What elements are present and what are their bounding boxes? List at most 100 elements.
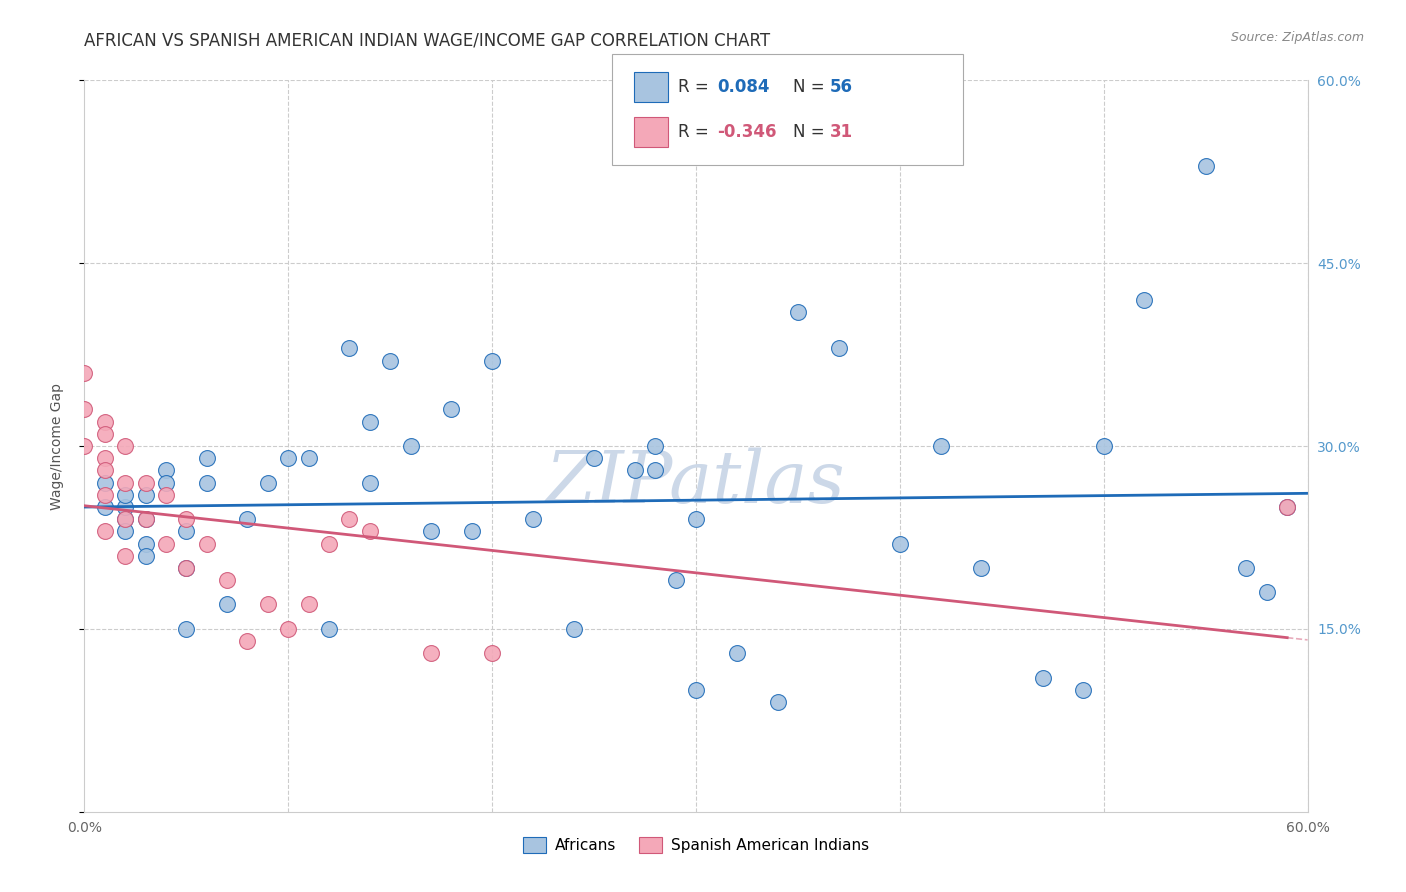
Point	[481, 646, 503, 660]
Point	[1032, 671, 1054, 685]
Point	[461, 524, 484, 539]
Point	[1236, 561, 1258, 575]
Point	[217, 573, 239, 587]
Point	[114, 475, 136, 490]
Point	[1073, 682, 1095, 697]
Point	[93, 500, 115, 514]
Point	[135, 536, 157, 550]
Text: N =: N =	[793, 78, 830, 95]
Point	[929, 439, 952, 453]
Point	[1195, 159, 1218, 173]
Point	[73, 402, 96, 417]
Text: -0.346: -0.346	[717, 123, 776, 141]
Point	[93, 426, 115, 441]
Point	[174, 561, 197, 575]
Point	[73, 366, 96, 380]
Point	[359, 475, 381, 490]
Point	[217, 598, 239, 612]
Point	[257, 598, 280, 612]
Point	[644, 439, 666, 453]
Point	[889, 536, 911, 550]
Point	[685, 682, 707, 697]
Text: 0.084: 0.084	[717, 78, 769, 95]
Point	[114, 500, 136, 514]
Text: 56: 56	[830, 78, 852, 95]
Point	[135, 549, 157, 563]
Point	[93, 415, 115, 429]
Point	[236, 512, 259, 526]
Point	[73, 439, 96, 453]
Point	[114, 439, 136, 453]
Point	[174, 561, 197, 575]
Legend: Africans, Spanish American Indians: Africans, Spanish American Indians	[516, 830, 876, 859]
Point	[380, 353, 402, 368]
Point	[236, 634, 259, 648]
Point	[277, 451, 299, 466]
Point	[725, 646, 748, 660]
Point	[339, 342, 361, 356]
Point	[114, 512, 136, 526]
Point	[1133, 293, 1156, 307]
Point	[195, 475, 218, 490]
Point	[114, 488, 136, 502]
Point	[1092, 439, 1115, 453]
Point	[155, 475, 177, 490]
Point	[685, 512, 707, 526]
Point	[93, 463, 115, 477]
Point	[174, 524, 197, 539]
Text: ZIPatlas: ZIPatlas	[546, 447, 846, 518]
Point	[644, 463, 666, 477]
Point	[93, 488, 115, 502]
Point	[195, 451, 218, 466]
Point	[114, 512, 136, 526]
Point	[522, 512, 544, 526]
Point	[174, 512, 197, 526]
Point	[1277, 500, 1299, 514]
Point	[155, 536, 177, 550]
Point	[93, 475, 115, 490]
Y-axis label: Wage/Income Gap: Wage/Income Gap	[49, 383, 63, 509]
Point	[93, 524, 115, 539]
Text: AFRICAN VS SPANISH AMERICAN INDIAN WAGE/INCOME GAP CORRELATION CHART: AFRICAN VS SPANISH AMERICAN INDIAN WAGE/…	[84, 31, 770, 49]
Point	[277, 622, 299, 636]
Point	[135, 488, 157, 502]
Point	[665, 573, 688, 587]
Point	[135, 475, 157, 490]
Point	[174, 622, 197, 636]
Point	[766, 695, 789, 709]
Text: 31: 31	[830, 123, 852, 141]
Point	[562, 622, 585, 636]
Text: R =: R =	[678, 78, 714, 95]
Point	[114, 549, 136, 563]
Point	[359, 524, 381, 539]
Point	[359, 415, 381, 429]
Point	[440, 402, 463, 417]
Point	[339, 512, 361, 526]
Point	[970, 561, 993, 575]
Point	[1256, 585, 1278, 599]
Text: Source: ZipAtlas.com: Source: ZipAtlas.com	[1230, 31, 1364, 45]
Point	[114, 524, 136, 539]
Point	[481, 353, 503, 368]
Point	[318, 536, 340, 550]
Point	[1277, 500, 1299, 514]
Point	[624, 463, 647, 477]
Point	[420, 524, 443, 539]
Point	[135, 512, 157, 526]
Point	[135, 512, 157, 526]
Point	[787, 305, 810, 319]
Point	[828, 342, 851, 356]
Point	[298, 451, 321, 466]
Point	[399, 439, 422, 453]
Point	[195, 536, 218, 550]
Text: R =: R =	[678, 123, 714, 141]
Point	[257, 475, 280, 490]
Text: N =: N =	[793, 123, 830, 141]
Point	[298, 598, 321, 612]
Point	[583, 451, 606, 466]
Point	[93, 451, 115, 466]
Point	[420, 646, 443, 660]
Point	[155, 488, 177, 502]
Point	[155, 463, 177, 477]
Point	[318, 622, 340, 636]
